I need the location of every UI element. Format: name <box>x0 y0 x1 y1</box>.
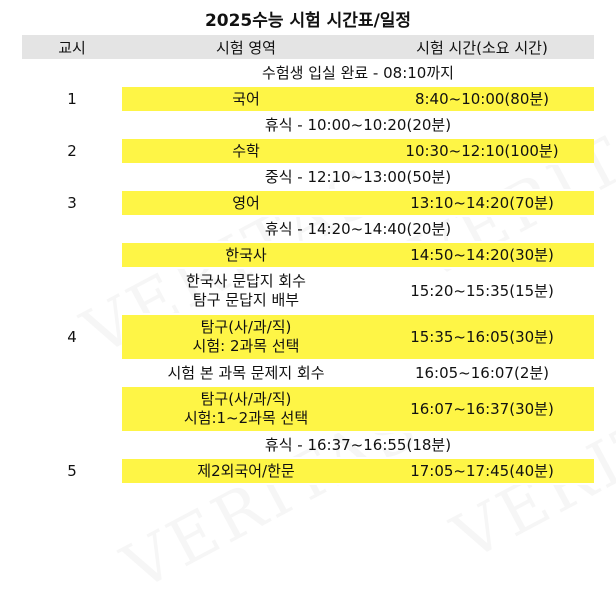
lunch-note: 중식 - 12:10~13:00(50분) <box>122 164 594 191</box>
table-row: 수험생 입실 완료 - 08:10까지 <box>22 60 594 87</box>
subject-line: 탐구(사/과/직) <box>200 390 292 408</box>
table-row: 탐구(사/과/직) 시험:1~2과목 선택 16:07~16:37(30분) <box>22 386 594 433</box>
time-cell: 15:35~16:05(30분) <box>370 314 594 361</box>
period-cell: 3 <box>22 190 122 217</box>
subject-line: 탐구(사/과/직) <box>200 318 292 336</box>
subject-cell: 한국사 문답지 회수 탐구 문답지 배부 <box>122 268 370 315</box>
table-row: 중식 - 12:10~13:00(50분) <box>22 164 594 191</box>
break-note: 휴식 - 14:20~14:40(20분) <box>122 216 594 243</box>
table-row: 2 수학 10:30~12:10(100분) <box>22 138 594 165</box>
table-row: 3 영어 13:10~14:20(70분) <box>22 190 594 217</box>
time-cell: 16:05~16:07(2분) <box>370 360 594 387</box>
subject-cell: 탐구(사/과/직) 시험: 2과목 선택 <box>122 314 370 361</box>
table-row: 1 국어 8:40~10:00(80분) <box>22 86 594 113</box>
table-row: 휴식 - 14:20~14:40(20분) <box>22 216 594 243</box>
header-subject: 시험 영역 <box>122 35 370 61</box>
table-row: 탐구(사/과/직) 시험: 2과목 선택 15:35~16:05(30분) <box>22 314 594 361</box>
subject-line: 시험:1~2과목 선택 <box>183 409 309 427</box>
table-row: 휴식 - 16:37~16:55(18분) <box>22 432 594 459</box>
schedule-table: 교시 시험 영역 시험 시간(소요 시간) 수험생 입실 완료 - 08:10까… <box>22 35 594 485</box>
time-cell: 16:07~16:37(30분) <box>370 386 594 433</box>
header-period: 교시 <box>22 35 122 61</box>
time-cell: 17:05~17:45(40분) <box>370 458 594 485</box>
period-cell: 5 <box>22 458 122 485</box>
time-cell: 14:50~14:20(30분) <box>370 242 594 269</box>
period-cell: 1 <box>22 86 122 113</box>
subject-cell: 국어 <box>122 86 370 113</box>
table-row: 4 한국사 14:50~14:20(30분) <box>22 242 594 433</box>
subject-cell: 수학 <box>122 138 370 165</box>
header-time: 시험 시간(소요 시간) <box>370 35 594 61</box>
time-cell: 10:30~12:10(100분) <box>370 138 594 165</box>
subject-line: 탐구 문답지 배부 <box>192 291 300 309</box>
subject-cell: 시험 본 과목 문제지 회수 <box>122 360 370 387</box>
subject-cell: 영어 <box>122 190 370 217</box>
period-cell: 4 <box>22 242 122 433</box>
subject-line: 한국사 문답지 회수 <box>186 272 306 290</box>
period-cell: 2 <box>22 138 122 165</box>
break-note: 휴식 - 10:00~10:20(20분) <box>122 112 594 139</box>
table-row: 시험 본 과목 문제지 회수 16:05~16:07(2분) <box>22 360 594 387</box>
table-row: 휴식 - 10:00~10:20(20분) <box>22 112 594 139</box>
table-header-row: 교시 시험 영역 시험 시간(소요 시간) <box>22 35 594 61</box>
subject-line: 시험: 2과목 선택 <box>192 337 300 355</box>
table-row: 5 제2외국어/한문 17:05~17:45(40분) <box>22 458 594 485</box>
entry-note: 수험생 입실 완료 - 08:10까지 <box>122 60 594 87</box>
time-cell: 8:40~10:00(80분) <box>370 86 594 113</box>
time-cell: 15:20~15:35(15분) <box>370 268 594 315</box>
break-note: 휴식 - 16:37~16:55(18분) <box>122 432 594 459</box>
subject-cell: 한국사 <box>122 242 370 269</box>
page-title: 2025수능 시험 시간표/일정 <box>204 11 412 31</box>
time-cell: 13:10~14:20(70분) <box>370 190 594 217</box>
table-row: 한국사 문답지 회수 탐구 문답지 배부 15:20~15:35(15분) <box>22 268 594 315</box>
subject-cell: 탐구(사/과/직) 시험:1~2과목 선택 <box>122 386 370 433</box>
subject-cell: 제2외국어/한문 <box>122 458 370 485</box>
